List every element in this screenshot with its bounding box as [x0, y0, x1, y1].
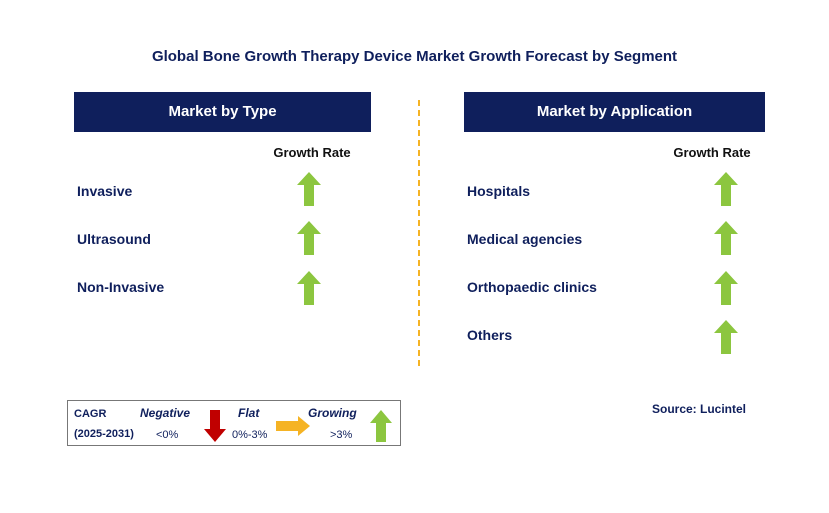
flat-arrow-icon	[276, 416, 310, 436]
chart-title: Global Bone Growth Therapy Device Market…	[151, 48, 678, 65]
type-row-label: Non-Invasive	[77, 279, 165, 295]
growing-arrow-icon	[714, 172, 738, 206]
right-panel-header: Market by Application	[464, 92, 765, 132]
growing-arrow-icon	[370, 410, 392, 442]
growing-arrow-icon	[714, 271, 738, 305]
legend-negative-label: Negative	[140, 406, 191, 420]
legend-flat-range: 0%-3%	[232, 429, 268, 441]
source-note: Source: Lucintel	[652, 402, 747, 416]
type-row-label: Invasive	[77, 183, 133, 199]
application-row-label: Orthopaedic clinics	[467, 279, 597, 295]
cagr-legend: CAGR (2025-2031) Negative <0% Flat 0%-3%…	[67, 400, 401, 446]
negative-arrow-icon	[204, 410, 226, 442]
growing-arrow-icon	[714, 221, 738, 255]
right-growth-rate-label: Growth Rate	[673, 145, 751, 160]
legend-growing-label: Growing	[308, 406, 357, 420]
left-growth-rate-label: Growth Rate	[273, 145, 351, 160]
legend-negative-range: <0%	[156, 429, 179, 441]
growing-arrow-icon	[714, 320, 738, 354]
application-row-label: Medical agencies	[467, 231, 583, 247]
growing-arrow-icon	[297, 271, 321, 305]
growing-arrow-icon	[297, 172, 321, 206]
legend-growing-range: >3%	[330, 429, 353, 441]
application-row-label: Others	[467, 327, 513, 343]
left-panel-header: Market by Type	[74, 92, 371, 132]
growing-arrow-icon	[297, 221, 321, 255]
legend-period: (2025-2031)	[74, 428, 134, 440]
type-row-label: Ultrasound	[77, 231, 151, 247]
application-row-label: Hospitals	[467, 183, 531, 199]
legend-flat-label: Flat	[238, 406, 260, 420]
legend-cagr-label: CAGR	[74, 408, 107, 420]
panel-divider	[418, 100, 420, 366]
